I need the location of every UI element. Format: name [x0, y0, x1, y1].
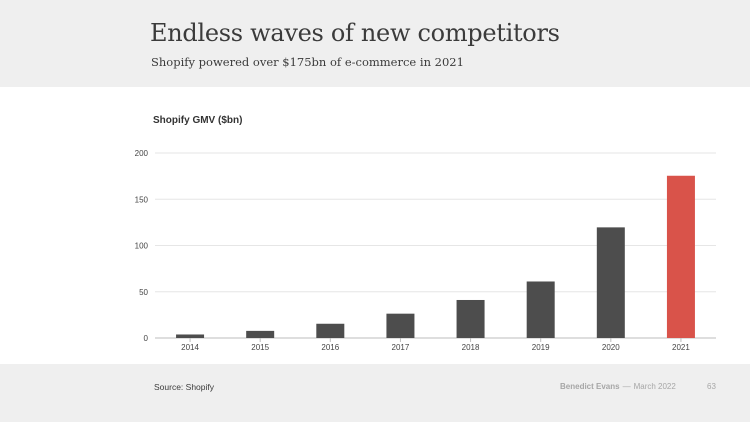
page-number: 63 [707, 382, 716, 391]
x-tick-label: 2020 [602, 343, 620, 352]
bar-2021 [666, 175, 695, 338]
x-tick-label: 2017 [392, 343, 410, 352]
credit: Benedict Evans — March 2022 [560, 382, 676, 391]
author-name: Benedict Evans [560, 382, 620, 391]
bar-2016 [316, 323, 345, 338]
y-tick-label: 0 [144, 334, 149, 343]
bar-2020 [596, 227, 625, 338]
page-title: Endless waves of new competitors [150, 19, 560, 47]
credit-separator: — [622, 382, 631, 391]
x-tick-label: 2014 [181, 343, 199, 352]
x-tick-label: 2019 [532, 343, 550, 352]
date-label: March 2022 [633, 382, 676, 391]
y-tick-label: 100 [135, 242, 149, 251]
x-tick-label: 2018 [462, 343, 480, 352]
bar-2018 [456, 299, 485, 338]
chart-title: Shopify GMV ($bn) [153, 115, 243, 126]
source-note: Source: Shopify [154, 382, 215, 392]
footer-band: Source: Shopify Benedict Evans — March 202… [0, 364, 750, 422]
bar-2015 [246, 330, 275, 338]
bar-2017 [386, 313, 415, 338]
y-tick-label: 200 [135, 149, 149, 158]
x-tick-label: 2016 [321, 343, 339, 352]
y-tick-label: 50 [139, 288, 148, 297]
x-tick-label: 2015 [251, 343, 269, 352]
bar-2014 [176, 334, 205, 338]
y-tick-label: 150 [135, 195, 149, 204]
x-tick-label: 2021 [672, 343, 690, 352]
page-subtitle: Shopify powered over $175bn of e-commerc… [151, 55, 464, 69]
header-band: Endless waves of new competitors Shopify… [0, 0, 750, 87]
bar-2019 [526, 281, 555, 338]
